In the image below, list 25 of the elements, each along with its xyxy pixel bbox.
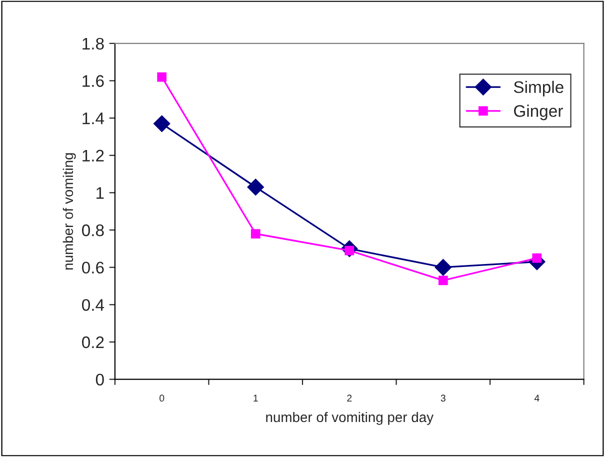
x-tick-label: 1 — [254, 394, 258, 402]
x-tick-label: 2 — [347, 394, 352, 402]
y-tick-label: 0.2 — [82, 336, 104, 348]
y-tick-label: 0.6 — [82, 262, 104, 274]
y-tick-label: 0 — [96, 374, 104, 386]
y-tick-label: 1.4 — [82, 112, 104, 124]
legend-label: Ginger — [514, 104, 563, 120]
y-tick-label: 0.4 — [82, 299, 104, 311]
point — [250, 229, 260, 238]
y-tick-label: 1.2 — [82, 150, 104, 162]
y-tick-label: 1.6 — [82, 75, 104, 87]
point — [153, 115, 170, 132]
y-tick-label: 0.8 — [82, 224, 104, 236]
x-tick-label: 0 — [160, 394, 164, 402]
y-axis-title: number of vomiting — [62, 153, 76, 270]
y-tick-label: 1 — [96, 187, 104, 199]
y-tick-label: 1.8 — [82, 38, 104, 50]
legend-label: Simple — [514, 80, 564, 96]
point — [438, 276, 448, 286]
point — [434, 258, 452, 276]
x-tick-label: 3 — [440, 394, 446, 402]
point — [157, 72, 167, 82]
x-axis-title: number of vomiting per day — [266, 412, 434, 425]
point — [247, 178, 264, 196]
x-tick-label: 4 — [534, 394, 540, 402]
